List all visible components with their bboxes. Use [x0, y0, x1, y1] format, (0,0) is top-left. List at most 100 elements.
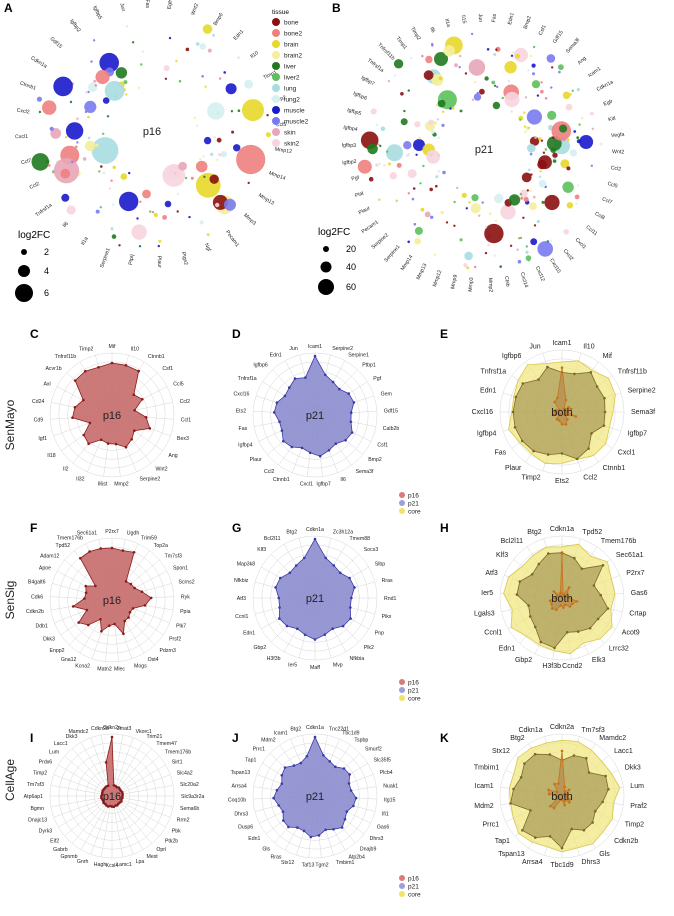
ring-point: [217, 153, 221, 156]
radar-axis-label: P2rx7: [626, 570, 644, 577]
ring-point: [558, 64, 564, 71]
ring-gene-label: Ccl5: [607, 181, 619, 190]
radar-axis-label: Tmem176b: [601, 538, 637, 545]
radar-axis-label: Ost4: [148, 657, 159, 663]
radar-point: [328, 760, 332, 763]
radar-axis-label: Dyrk3: [39, 829, 53, 835]
legend-swatch: [399, 883, 405, 889]
radar-axis-label: Prdx6: [39, 760, 53, 766]
ring-point: [265, 132, 271, 138]
radar-axis-label: Jun: [289, 346, 297, 352]
radar-point: [303, 633, 307, 637]
ring-point: [204, 85, 207, 88]
radar-axis-label: Tap1: [245, 758, 256, 764]
ring-gene-label: Pecam1: [224, 229, 240, 248]
ring-point: [538, 175, 542, 178]
ring-point: [178, 79, 182, 83]
radar-axis-label: Tmem88: [350, 536, 371, 542]
radar-point: [283, 766, 287, 769]
radar-point: [561, 593, 565, 596]
ring-point: [441, 110, 445, 114]
radar-axis-label: Ccl2: [583, 475, 597, 482]
radar-axis-label: Rnd1: [384, 596, 397, 602]
radar-axis-label: Smurf2: [365, 747, 382, 753]
ring-gene-label: Fas: [144, 0, 150, 9]
ring-point: [266, 114, 269, 117]
radar-point: [133, 409, 136, 412]
radar-axis-label: Ddb1: [35, 624, 48, 630]
ring-gene-label: Kitl: [608, 116, 616, 123]
ring-gene-label: Ctnnb1: [19, 80, 37, 91]
ring-point: [435, 184, 438, 188]
radar-axis-label: Tpd52: [582, 529, 602, 536]
ring-point: [157, 244, 160, 248]
ring-point: [463, 263, 468, 268]
ring-point: [526, 189, 529, 192]
panel-a-size-legend: log2FC 2 4 6: [15, 230, 50, 302]
ring-point: [128, 171, 131, 175]
ring-point: [466, 266, 470, 270]
panel-e-radar: E both Icam1 Il10 Mif Tnfrsf11b Serpine2 Sema3…: [440, 327, 656, 485]
radar-axis-label: P2rx7: [105, 529, 119, 535]
radar-point: [341, 624, 345, 628]
ring-gene-label: Il6: [62, 221, 70, 229]
ring-gene-label: Pecam1: [361, 219, 380, 235]
ring-point: [474, 265, 477, 269]
radar-axis-label: Lacc1: [54, 741, 68, 747]
radar-point: [566, 792, 569, 795]
ring-gene-label: Plaur: [156, 256, 163, 269]
radar-point: [323, 633, 327, 636]
ring-point: [470, 203, 481, 214]
radar-axis-label: Nuak1: [383, 784, 398, 790]
legend-swatch: [399, 500, 405, 506]
ring-point: [430, 215, 434, 219]
radar-point: [554, 408, 558, 412]
legend-label: p21: [408, 687, 419, 694]
ring-point: [493, 254, 497, 257]
radar-point: [546, 453, 550, 456]
radar-point: [304, 376, 307, 379]
radar-point: [130, 438, 133, 441]
size-legend-dot: [21, 249, 27, 255]
legend-label: p21: [408, 883, 419, 890]
radar-axis-label: Hagh: [94, 862, 107, 868]
radar-axis-label: Ccl2: [264, 469, 274, 475]
ring-point: [436, 118, 440, 121]
ring-point: [540, 81, 543, 84]
radar-point: [318, 454, 322, 458]
radar-axis-label: Tbc1d9: [550, 862, 573, 869]
ring-point: [484, 251, 488, 255]
legend-swatch: [399, 508, 405, 514]
radar-point: [566, 418, 569, 421]
ring-point: [418, 136, 421, 140]
radar-point: [589, 371, 593, 374]
panel-i-letter: I: [30, 731, 33, 745]
radar-axis-label: Elk3: [592, 657, 606, 664]
radar-point: [84, 591, 88, 595]
ring-point: [525, 250, 529, 254]
radar-axis-label: Dnajc13: [28, 818, 47, 824]
radar-point: [553, 400, 556, 404]
ring-point: [456, 186, 459, 190]
legend-label: core: [408, 695, 421, 702]
tissue-legend-label: brain: [284, 41, 299, 48]
ring-point: [493, 53, 497, 56]
ring-point: [367, 143, 378, 155]
radar-point: [281, 810, 285, 813]
radar-point: [122, 632, 125, 636]
radar-point: [108, 804, 112, 808]
radar-point: [137, 369, 140, 373]
ring-point: [465, 207, 468, 210]
ring-point: [207, 48, 212, 53]
radar-axis-label: Igf1: [38, 436, 47, 442]
ring-gene-label: Gdf15: [552, 30, 565, 45]
radar-point: [559, 604, 563, 607]
radar-point: [280, 774, 284, 777]
ring-point: [413, 222, 417, 226]
radar-point: [71, 605, 75, 608]
ring-point: [176, 210, 179, 213]
ring-gene-label: Serpine2: [370, 232, 390, 250]
radar-center-label: p16: [103, 410, 121, 422]
size-legend-value-3: 60: [346, 282, 356, 292]
legend-label: p21: [408, 500, 419, 507]
